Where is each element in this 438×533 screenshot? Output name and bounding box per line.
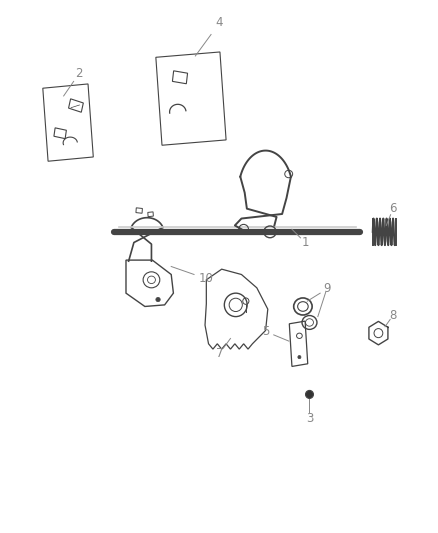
Text: 2: 2 [75,67,83,80]
Ellipse shape [297,356,300,359]
Text: 10: 10 [198,272,213,285]
Ellipse shape [155,297,160,302]
Text: 6: 6 [388,203,396,215]
Ellipse shape [305,390,313,399]
Text: 5: 5 [261,325,268,338]
Text: 1: 1 [300,236,308,249]
Text: 8: 8 [389,309,396,322]
Text: 4: 4 [215,17,223,29]
Text: 9: 9 [322,282,330,295]
Text: 3: 3 [305,412,312,425]
Text: 7: 7 [215,347,223,360]
